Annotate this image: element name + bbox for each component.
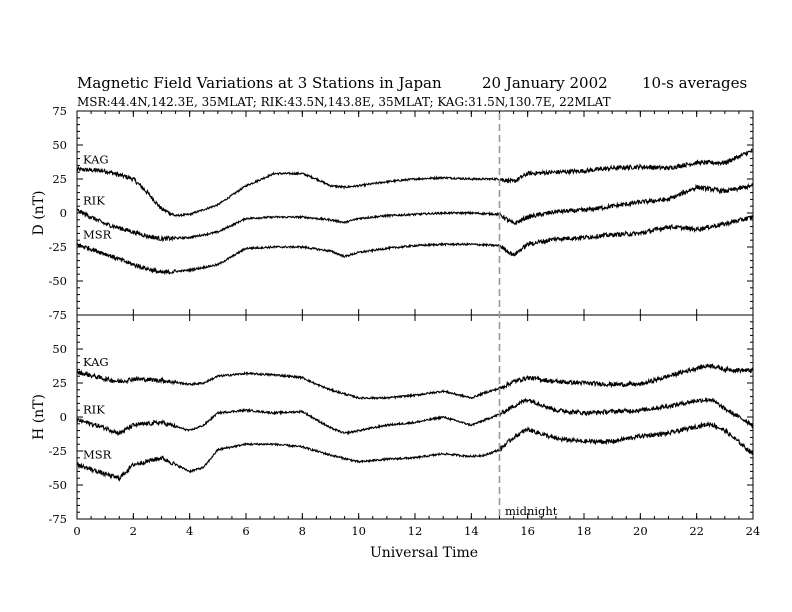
x-tick-label: 22 <box>689 524 704 538</box>
series-line-msr <box>76 420 754 482</box>
midnight-annotation: midnight <box>505 504 558 518</box>
x-tick-label: 20 <box>633 524 648 538</box>
x-tick-label: 0 <box>73 524 80 538</box>
x-tick-label: 14 <box>464 524 479 538</box>
y-tick-label: -75 <box>48 512 67 526</box>
y-tick-label: -50 <box>48 274 67 288</box>
y-axis-title: D (nT) <box>31 191 47 236</box>
y-tick-label: -50 <box>48 478 67 492</box>
series-label-kag: KAG <box>83 355 109 369</box>
x-tick-label: 24 <box>746 524 761 538</box>
series-label-rik: RIK <box>83 403 105 417</box>
series-line-kag <box>76 148 754 218</box>
y-tick-label: -75 <box>48 308 67 322</box>
series-label-msr: MSR <box>83 448 112 462</box>
y-tick-label: 50 <box>52 342 67 356</box>
plot-area: 75 50 25 0 -25 -50 -75 D (nT) KAG RIK MSR 50 25 0 -25 -… <box>31 104 760 538</box>
y-tick-label: 75 <box>52 104 67 118</box>
x-tick-label: 2 <box>130 524 137 538</box>
series-line-msr <box>76 214 754 276</box>
y-tick-label: 0 <box>60 206 67 220</box>
y-axis-title: H (nT) <box>31 394 47 440</box>
x-axis-title: Universal Time <box>370 545 478 561</box>
x-tick-label: 12 <box>408 524 423 538</box>
x-tick-label: 8 <box>299 524 306 538</box>
series-line-rik <box>76 396 754 437</box>
x-tick-label: 4 <box>186 524 193 538</box>
panel-frame <box>76 314 754 520</box>
y-tick-label: 25 <box>52 172 67 186</box>
y-tick-label: 50 <box>52 138 67 152</box>
x-tick-label: 10 <box>351 524 366 538</box>
series-label-msr: MSR <box>83 227 112 241</box>
y-tick-label: 25 <box>52 376 67 390</box>
chart-averaging: 10-s averages <box>642 74 747 92</box>
x-tick-label: 18 <box>577 524 592 538</box>
series-label-kag: KAG <box>83 152 109 166</box>
y-tick-label: -25 <box>48 444 67 458</box>
x-tick-label: 16 <box>520 524 535 538</box>
series-line-rik <box>76 182 754 243</box>
chart-title: Magnetic Field Variations at 3 Stations … <box>77 74 442 92</box>
series-label-rik: RIK <box>83 193 105 207</box>
y-tick-label: -25 <box>48 240 67 254</box>
x-tick-label: 6 <box>242 524 249 538</box>
stations-info: MSR:44.4N,142.3E, 35MLAT; RIK:43.5N,143.… <box>77 95 611 109</box>
series-line-kag <box>76 363 754 401</box>
y-tick-label: 0 <box>60 410 67 424</box>
chart-date: 20 January 2002 <box>482 74 608 92</box>
